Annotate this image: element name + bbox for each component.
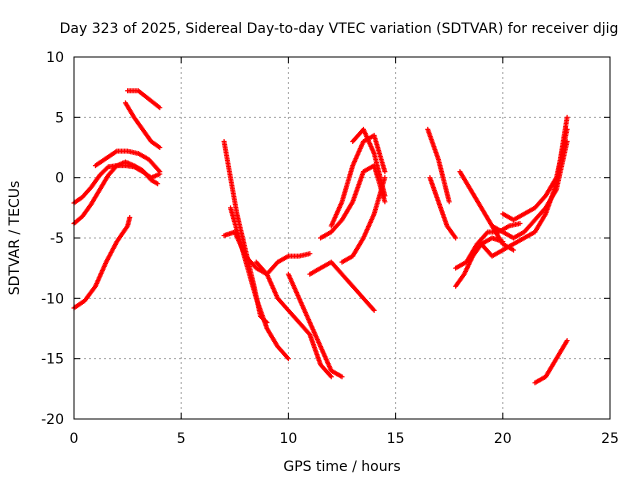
x-axis-label: GPS time / hours [283,459,400,475]
series-arc-1 [71,214,133,311]
series-arc-10 [253,259,334,380]
series-arc-25 [532,338,570,386]
ticks: 0 5 10 15 20 25 -20 -15 -10 -5 0 5 10 [41,50,619,447]
series-arc-24 [500,126,570,223]
data-point [453,235,459,241]
series-arc-9 [228,205,291,362]
series-arc-20 [453,235,506,289]
series-arc-15 [339,175,388,265]
y-tick-label: 0 [55,171,64,187]
series-arc-6 [125,88,163,111]
data-point [446,199,452,205]
data-points [71,88,570,386]
data-point [564,126,570,132]
y-axis-label: SDTVAR / TECUs [7,181,23,296]
data-point [127,214,133,220]
data-point [382,193,388,199]
series-arc-17 [425,126,452,205]
x-tick-label: 0 [70,431,79,447]
series-arc-3 [71,159,161,227]
series-arc-13 [318,163,388,241]
data-point [511,247,517,253]
series-arc-12 [307,259,377,313]
plot-frame [73,56,611,420]
y-tick-label: 10 [46,50,64,66]
data-point [155,181,161,187]
data-point [157,169,163,175]
series-arc-14 [328,132,388,229]
data-point [517,221,523,227]
data-point [339,374,345,380]
series-arc-18 [427,175,459,241]
x-tick-label: 15 [387,431,405,447]
x-tick-label: 20 [494,431,512,447]
data-point [307,251,313,257]
data-point [328,374,334,380]
data-point [382,169,388,175]
y-tick-label: -5 [50,231,64,247]
x-tick-label: 25 [601,431,619,447]
data-point [564,114,570,120]
data-point [157,105,163,111]
series-arc-16 [350,126,388,199]
data-point [564,338,570,344]
y-tick-label: -15 [41,352,64,368]
x-tick-label: 10 [279,431,297,447]
data-point [382,175,388,181]
series-arc-5 [122,100,163,150]
data-point [382,199,388,205]
data-point [371,307,377,313]
y-tick-label: 5 [55,110,64,126]
chart-title: Day 323 of 2025, Sidereal Day-to-day VTE… [60,21,619,37]
series-arc-4 [92,148,163,175]
data-point [157,145,163,150]
data-point [285,356,291,362]
y-tick-label: -10 [41,291,64,307]
x-tick-label: 5 [177,431,186,447]
y-tick-label: -20 [41,412,64,428]
series-arc-11 [285,271,345,380]
